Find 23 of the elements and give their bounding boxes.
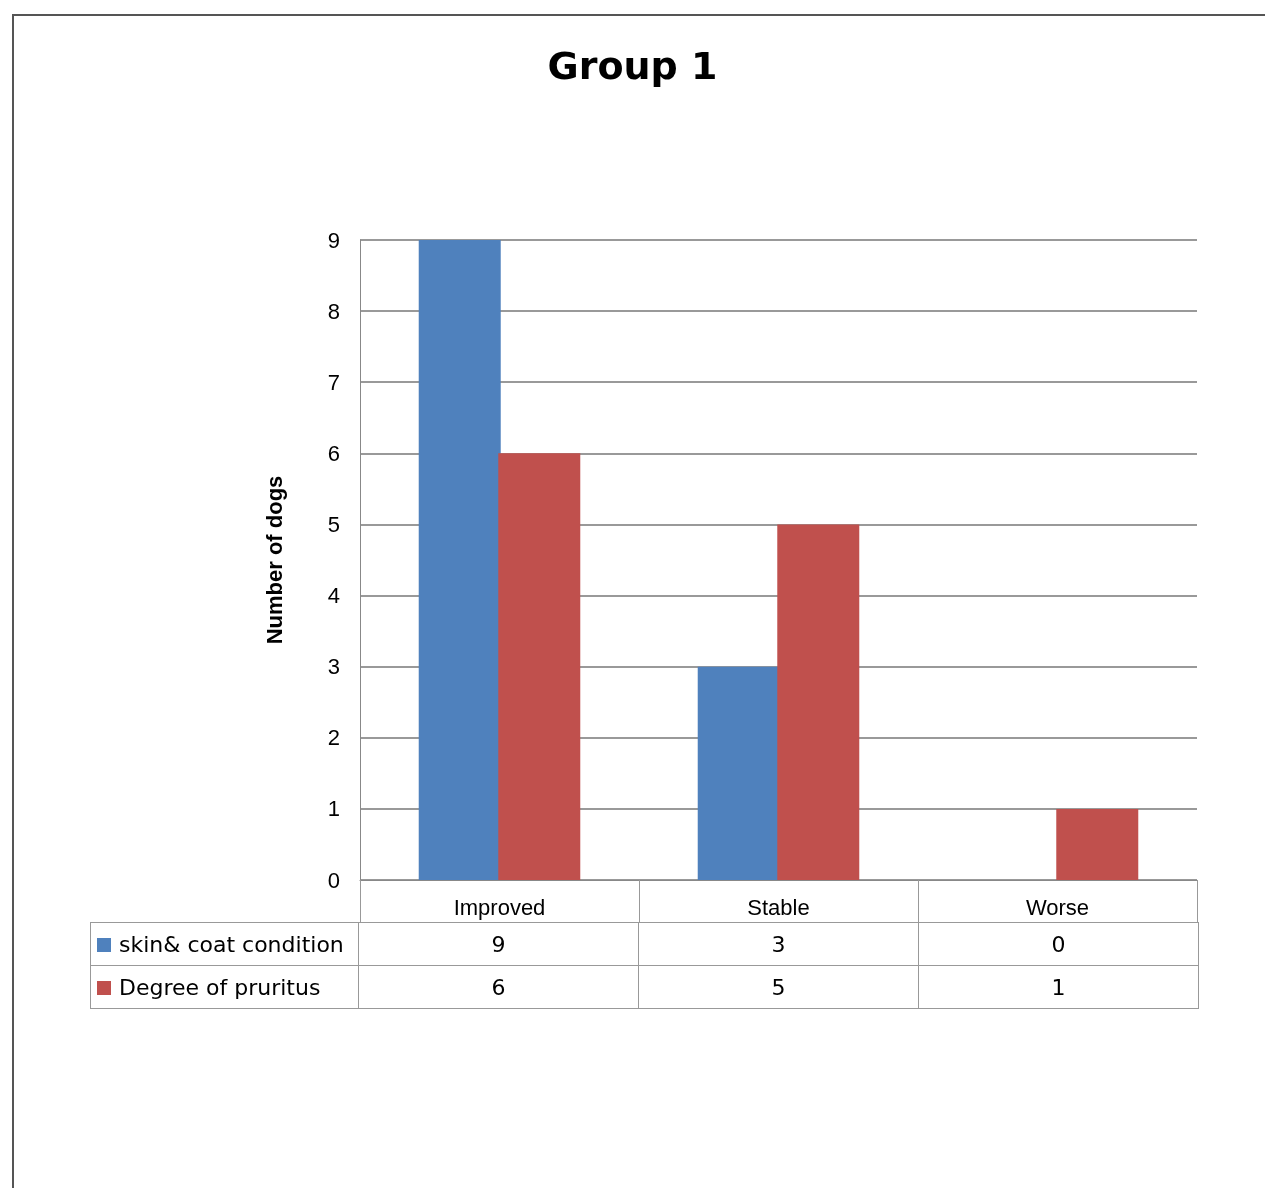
data-label: 9 (358, 922, 639, 966)
y-tick-label: 8 (327, 298, 340, 324)
legend-label: skin& coat condition (90, 922, 359, 966)
y-tick-label: 4 (327, 583, 340, 609)
y-axis-title: Number of dogs (261, 475, 287, 645)
y-tick-label: 3 (327, 654, 340, 680)
data-label: 3 (638, 922, 919, 966)
y-tick-label: 9 (327, 227, 340, 253)
data-label: 1 (918, 965, 1199, 1009)
data-label: 6 (358, 965, 639, 1009)
y-tick-label: 7 (327, 369, 340, 395)
x-tick-label: Stable (747, 894, 810, 920)
data-label: 5 (638, 965, 919, 1009)
legend-label: Degree of pruritus (90, 965, 359, 1009)
y-tick-label: 2 (327, 725, 340, 751)
y-tick-label: 1 (327, 796, 340, 822)
x-tick-label: Worse (1025, 894, 1090, 920)
data-label: 0 (918, 922, 1199, 966)
y-tick-label: 5 (327, 511, 340, 537)
y-tick-label: 0 (327, 867, 340, 893)
chart-title: Group 1 (547, 44, 718, 88)
x-tick-label: Improved (453, 894, 546, 920)
y-tick-label: 6 (327, 440, 340, 466)
